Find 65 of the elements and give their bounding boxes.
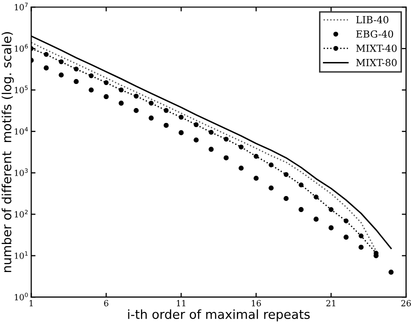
point (104, 94, 109, 100)
point (58, 59, 64, 64)
x-tick-label: 1 (30, 300, 33, 306)
point (254, 176, 259, 181)
y-axis-title: number of different motifs (log. scale) (2, 32, 14, 272)
point (284, 196, 289, 202)
y-tick-label: 10$^{3}$ (14, 168, 28, 176)
point (298, 207, 304, 212)
point (74, 78, 79, 84)
point (314, 194, 319, 200)
x-axis-title: i-th order of maximal repeats (128, 309, 310, 322)
point (148, 116, 154, 121)
point (268, 185, 274, 191)
x-tick-label: 26 (401, 300, 411, 306)
point (178, 114, 184, 120)
point (208, 146, 214, 152)
x-tick-label: 6 (104, 300, 108, 306)
point (44, 65, 49, 70)
point (224, 155, 229, 160)
point (208, 130, 214, 135)
y-tick-label: 10$^{0}$ (14, 292, 28, 300)
x-tick-label: 21 (326, 300, 336, 306)
point (298, 182, 304, 188)
x-tick-label: 11 (176, 300, 186, 306)
y-tick-label: 10$^{7}$ (14, 2, 28, 10)
point (164, 108, 169, 113)
point (284, 172, 289, 177)
point (194, 122, 199, 128)
y-tick-label: 10$^{2}$ (14, 210, 28, 218)
y-tick-label: 10$^{1}$ (14, 251, 28, 259)
point (238, 144, 244, 150)
point (238, 166, 244, 171)
x-tick-label: 16 (252, 300, 261, 306)
point (104, 80, 109, 86)
y-tick-label: 10$^{4}$ (14, 127, 28, 135)
point (118, 88, 124, 92)
point (268, 162, 274, 168)
point (388, 270, 394, 275)
point (58, 72, 64, 78)
y-tick-label: 10$^{5}$ (14, 86, 28, 94)
point (344, 218, 349, 224)
point (344, 234, 349, 240)
point (88, 73, 94, 78)
point (328, 207, 334, 212)
legend-label: MIXT-80 (356, 58, 397, 66)
point (134, 108, 139, 114)
point (148, 100, 154, 106)
point (74, 66, 79, 72)
legend-label: EBG-40 (356, 30, 394, 38)
point (44, 52, 49, 57)
point (328, 225, 334, 230)
y-tick-label: 10$^{6}$ (14, 44, 28, 52)
legend-label: MIXT-40 (356, 44, 397, 52)
point (194, 137, 199, 143)
point (254, 154, 259, 159)
point (224, 136, 229, 142)
point (134, 94, 139, 99)
point (358, 244, 364, 250)
legend-label: LIB-40 (356, 16, 388, 24)
point (314, 216, 319, 222)
point (178, 130, 184, 136)
point (88, 87, 94, 93)
point (358, 233, 364, 238)
point (118, 100, 124, 106)
point (164, 122, 169, 128)
